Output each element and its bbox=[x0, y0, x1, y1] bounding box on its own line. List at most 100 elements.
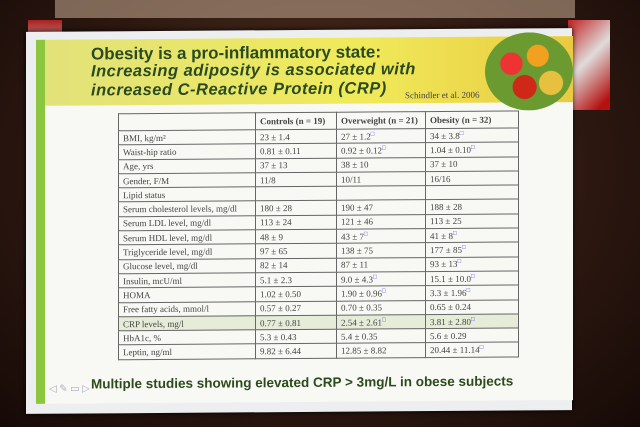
significance-marker-icon: □ bbox=[370, 131, 375, 138]
table-cell: 11/8 bbox=[255, 172, 337, 187]
significance-marker-icon: □ bbox=[470, 273, 475, 280]
table-cell: 0.92 ± 0.12□ bbox=[336, 142, 426, 158]
row-label: Gender, F/M bbox=[118, 172, 256, 188]
table-cell: 5.6 ± 0.29 bbox=[425, 328, 519, 344]
table-cell: 138 ± 75 bbox=[336, 242, 426, 258]
cell-text: 23 ± 1.4 bbox=[260, 131, 290, 142]
cell-text: 0.70 ± 0.35 bbox=[341, 302, 382, 313]
cell-text: 113 ± 24 bbox=[260, 217, 292, 228]
cell-text: 27 ± 1.2 bbox=[341, 131, 371, 142]
cell-text: 16/16 bbox=[430, 173, 451, 184]
table-cell: 41 ± 8□ bbox=[425, 228, 519, 243]
data-table: Controls (n = 19) Overweight (n = 21) Obes… bbox=[118, 110, 519, 360]
table-cell: 0.81 ± 0.11 bbox=[255, 143, 337, 159]
cell-text: 1.04 ± 0.10 bbox=[430, 144, 471, 156]
table-cell: 12.85 ± 8.82 bbox=[336, 343, 426, 358]
table-cell: 5.1 ± 2.3 bbox=[255, 272, 337, 288]
slide-subtitle-line1: Increasing adiposity is associated with bbox=[91, 60, 416, 81]
cell-text: 9.0 ± 4.3 bbox=[341, 274, 373, 285]
table-cell: 3.3 ± 1.96□ bbox=[425, 285, 519, 301]
row-label: Leptin, ng/ml bbox=[118, 344, 256, 360]
cell-text: CRP levels, mg/l bbox=[123, 318, 184, 329]
significance-marker-icon: □ bbox=[381, 316, 386, 323]
row-label: Glucose level, mg/dl bbox=[118, 258, 256, 274]
significance-marker-icon: □ bbox=[466, 287, 471, 294]
cell-text: Leptin, ng/ml bbox=[123, 346, 172, 358]
table-cell: 113 ± 24 bbox=[255, 215, 337, 230]
significance-marker-icon: □ bbox=[470, 144, 475, 151]
column-header: Obesity (n = 32) bbox=[425, 110, 519, 129]
table-cell: 48 ± 9 bbox=[255, 229, 337, 245]
stained-glass-window-right bbox=[568, 20, 610, 110]
cell-text: Serum cholesterol levels, mg/dl bbox=[123, 203, 237, 215]
significance-marker-icon: □ bbox=[470, 316, 475, 323]
column-header: Controls (n = 19) bbox=[255, 112, 337, 130]
table-cell: 9.82 ± 6.44 bbox=[255, 343, 337, 359]
cell-text: 43 ± 7 bbox=[341, 231, 364, 242]
cell-text: 37 ± 10 bbox=[430, 159, 458, 170]
table-cell: 0.77 ± 0.81 bbox=[255, 315, 337, 330]
column-header bbox=[118, 112, 256, 131]
cell-text: 82 ± 14 bbox=[260, 260, 288, 271]
slide-nav-icons[interactable]: ◁ ✎ ▭ ▷ bbox=[49, 383, 90, 395]
cell-text: Waist-hip ratio bbox=[123, 146, 177, 158]
cell-text: Insulin, mcU/ml bbox=[123, 275, 182, 286]
citation: Schindler et al. 2006 bbox=[405, 89, 480, 101]
cell-text: 20.44 ± 11.14 bbox=[430, 344, 480, 356]
cell-text: HbA1c, % bbox=[123, 332, 161, 344]
row-label: CRP levels, mg/l bbox=[118, 315, 256, 331]
significance-marker-icon: □ bbox=[457, 259, 462, 266]
table-cell: 113 ± 25 bbox=[425, 213, 519, 229]
row-label: Serum LDL level, mg/dl bbox=[118, 215, 256, 231]
table-cell: 82 ± 14 bbox=[255, 257, 337, 273]
cell-text: 93 ± 13 bbox=[430, 259, 458, 270]
slide-subtitle-line2: increased C-Reactive Protein (CRP) bbox=[91, 79, 387, 100]
table-cell: 190 ± 47 bbox=[336, 200, 426, 216]
cell-text: 0.81 ± 0.11 bbox=[260, 145, 301, 157]
cell-text: 1.90 ± 0.96 bbox=[341, 288, 382, 299]
table-cell: 1.02 ± 0.50 bbox=[255, 286, 337, 302]
cell-text: 5.1 ± 2.3 bbox=[260, 274, 292, 285]
table-cell: 1.04 ± 0.10□ bbox=[425, 142, 519, 158]
table-cell: 121 ± 46 bbox=[336, 214, 426, 230]
row-label: HbA1c, % bbox=[118, 329, 256, 346]
table-cell: 43 ± 7□ bbox=[336, 228, 426, 244]
row-label: HOMA bbox=[118, 287, 256, 303]
table-cell: 37 ± 13 bbox=[255, 157, 337, 173]
significance-marker-icon: □ bbox=[452, 230, 457, 237]
cell-text: 15.1 ± 10.0 bbox=[430, 273, 471, 284]
projection-screen: Obesity is a pro-inflammatory state: Inc… bbox=[26, 28, 573, 414]
table-cell: 87 ± 11 bbox=[336, 257, 426, 273]
cell-text: 3.81 ± 2.80 bbox=[430, 316, 471, 327]
cell-text: 188 ± 28 bbox=[430, 201, 462, 213]
significance-marker-icon: □ bbox=[372, 274, 377, 281]
cell-text: 121 ± 46 bbox=[341, 216, 373, 228]
cell-text: 138 ± 75 bbox=[341, 245, 373, 256]
significance-marker-icon: □ bbox=[459, 130, 464, 137]
table-cell: 10/11 bbox=[336, 171, 426, 187]
significance-marker-icon: □ bbox=[381, 288, 386, 295]
significance-marker-icon: □ bbox=[363, 231, 368, 238]
cell-text: 87 ± 11 bbox=[341, 259, 369, 271]
slide-caption: Multiple studies showing elevated CRP > … bbox=[91, 373, 514, 392]
cell-text: Free fatty acids, mmol/l bbox=[123, 303, 209, 315]
table-cell: 180 ± 28 bbox=[255, 200, 337, 216]
cell-text: BMI, kg/m² bbox=[123, 132, 166, 143]
row-label: Insulin, mcU/ml bbox=[118, 272, 256, 289]
row-label: BMI, kg/m² bbox=[118, 129, 256, 146]
table-cell: 27 ± 1.2□ bbox=[336, 128, 426, 144]
cell-text: 1.02 ± 0.50 bbox=[260, 288, 301, 300]
slide: Obesity is a pro-inflammatory state: Inc… bbox=[36, 32, 573, 404]
table-cell: 1.90 ± 0.96□ bbox=[336, 285, 426, 301]
cell-text: 5.3 ± 0.43 bbox=[260, 331, 297, 343]
table-cell: 0.70 ± 0.35 bbox=[336, 300, 426, 316]
row-label: Age, yrs bbox=[118, 158, 256, 174]
table-cell: 9.0 ± 4.3□ bbox=[336, 271, 426, 287]
cell-text: 0.77 ± 0.81 bbox=[260, 317, 301, 328]
table-cell: 93 ± 13□ bbox=[425, 256, 519, 272]
cell-text: 0.92 ± 0.12 bbox=[341, 145, 382, 156]
table-cell: 37 ± 10 bbox=[425, 156, 519, 172]
table-cell: 0.57 ± 0.27 bbox=[255, 300, 337, 316]
cell-text: 41 ± 8 bbox=[430, 230, 453, 241]
row-label: Serum cholesterol levels, mg/dl bbox=[118, 201, 256, 217]
